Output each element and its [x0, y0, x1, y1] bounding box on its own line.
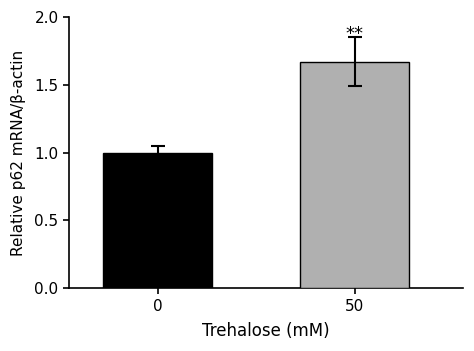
- Text: **: **: [346, 25, 364, 43]
- X-axis label: Trehalose (mM): Trehalose (mM): [202, 322, 330, 340]
- Bar: [103, 153, 212, 288]
- Y-axis label: Relative p62 mRNA/β-actin: Relative p62 mRNA/β-actin: [11, 49, 26, 256]
- Bar: [301, 62, 409, 288]
